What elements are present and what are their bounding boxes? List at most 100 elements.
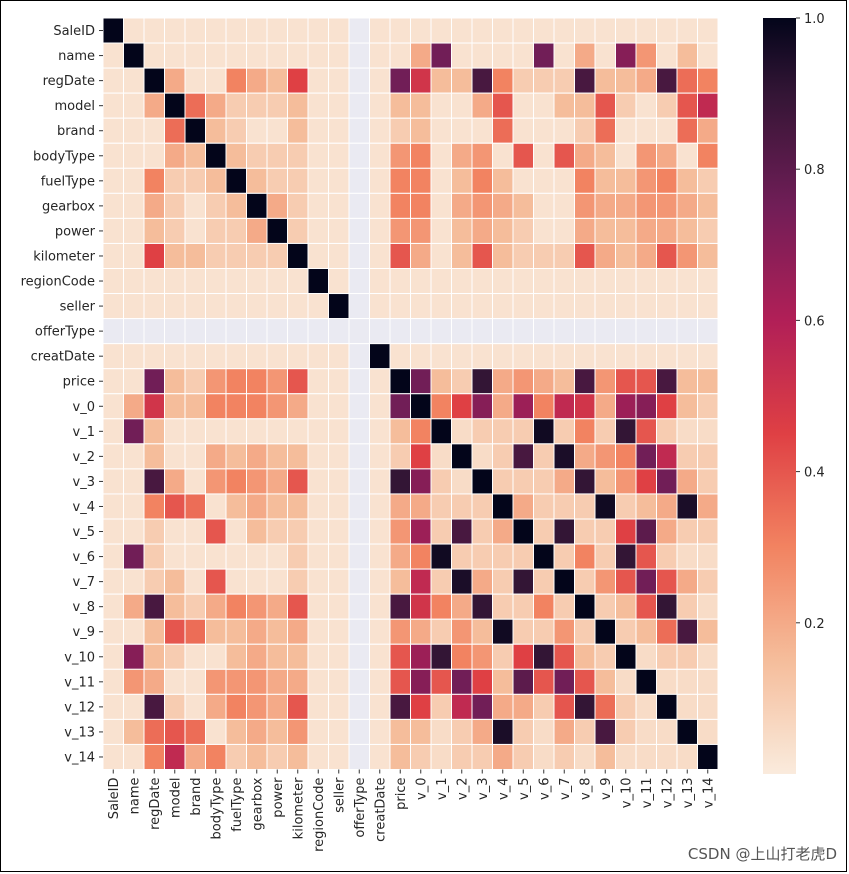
heatmap-cell [451,668,473,695]
heatmap-cell [594,67,616,94]
heatmap-cell [553,17,575,44]
heatmap-cell [246,643,268,670]
heatmap-cell [369,418,391,445]
heatmap-cell [389,92,411,119]
heatmap-cell [164,568,186,595]
heatmap-cell [553,493,575,520]
colorbar-tick-label: 0.6 [804,314,825,329]
heatmap-cell [246,593,268,620]
heatmap-cell [410,668,432,695]
heatmap-cell [123,318,145,345]
heatmap-cell [389,593,411,620]
x-tick-label: v_9 [599,778,614,800]
heatmap-cell [512,343,534,370]
heatmap-cell [307,343,329,370]
heatmap-cell [369,293,391,320]
y-tick-label: power [55,224,96,239]
heatmap-cell [697,468,719,495]
heatmap-cell [594,568,616,595]
heatmap-cell [697,42,719,69]
heatmap-cell [307,468,329,495]
heatmap-cell [676,393,698,420]
heatmap-cell [594,343,616,370]
heatmap-cell [348,443,370,470]
heatmap-cell [615,217,637,244]
heatmap-cell [697,543,719,570]
y-tick-label: regionCode [21,275,95,290]
heatmap-cell [184,643,206,670]
heatmap-cell [246,343,268,370]
heatmap-cell [451,142,473,169]
heatmap-cell [533,318,555,345]
heatmap-cell [348,242,370,269]
heatmap-cell [184,242,206,269]
heatmap-cell [656,693,678,720]
heatmap-cell [287,643,309,670]
heatmap-cell [635,42,657,69]
heatmap-cell [123,718,145,745]
heatmap-cell [615,318,637,345]
y-tick-label: v_2 [73,450,95,465]
x-tick-label: v_7 [558,778,573,800]
heatmap-cell [307,293,329,320]
heatmap-cell [410,117,432,144]
heatmap-cell [533,743,555,771]
heatmap-cell [410,318,432,345]
heatmap-cell [143,618,165,645]
heatmap-cell [205,668,227,695]
heatmap-cell [307,192,329,219]
heatmap-cell [123,518,145,545]
heatmap-cell [676,468,698,495]
heatmap-cell [389,618,411,645]
heatmap-cell [102,117,124,144]
heatmap-cell [594,217,616,244]
heatmap-cell [410,543,432,570]
heatmap-cell [246,318,268,345]
y-tick-label: model [55,99,95,114]
heatmap-cell [102,368,124,395]
heatmap-cell [287,568,309,595]
heatmap-cell [123,142,145,169]
heatmap-cell [143,593,165,620]
heatmap-cell [635,217,657,244]
heatmap-cell [594,268,616,295]
heatmap-cell [184,343,206,370]
heatmap-cell [676,42,698,69]
heatmap-cell [656,167,678,194]
y-tick-label: name [58,49,95,64]
heatmap-cell [410,718,432,745]
heatmap-cell [615,518,637,545]
heatmap-cell [348,743,370,771]
heatmap-cell [328,393,350,420]
heatmap-cell [389,743,411,771]
heatmap-cell [492,643,514,670]
heatmap-cell [553,443,575,470]
heatmap-cell [471,518,493,545]
heatmap-cell [102,468,124,495]
heatmap-cell [164,268,186,295]
heatmap-cell [102,393,124,420]
heatmap-cell [512,368,534,395]
heatmap-cell [697,743,719,771]
heatmap-cell [697,142,719,169]
heatmap-cell [512,493,534,520]
heatmap-cell [287,142,309,169]
heatmap-cell [615,293,637,320]
heatmap-cell [574,92,596,119]
heatmap-cell [451,468,473,495]
heatmap-cell [635,418,657,445]
heatmap-cell [697,343,719,370]
heatmap-cell [451,393,473,420]
heatmap-cell [266,593,288,620]
heatmap-cell [164,192,186,219]
heatmap-cell [676,167,698,194]
heatmap-cell [512,668,534,695]
heatmap-cell [574,368,596,395]
heatmap-cell [287,518,309,545]
heatmap-cell [246,293,268,320]
heatmap-cell [123,17,145,44]
heatmap-cell [164,593,186,620]
heatmap-cell [287,343,309,370]
heatmap-cell [553,343,575,370]
